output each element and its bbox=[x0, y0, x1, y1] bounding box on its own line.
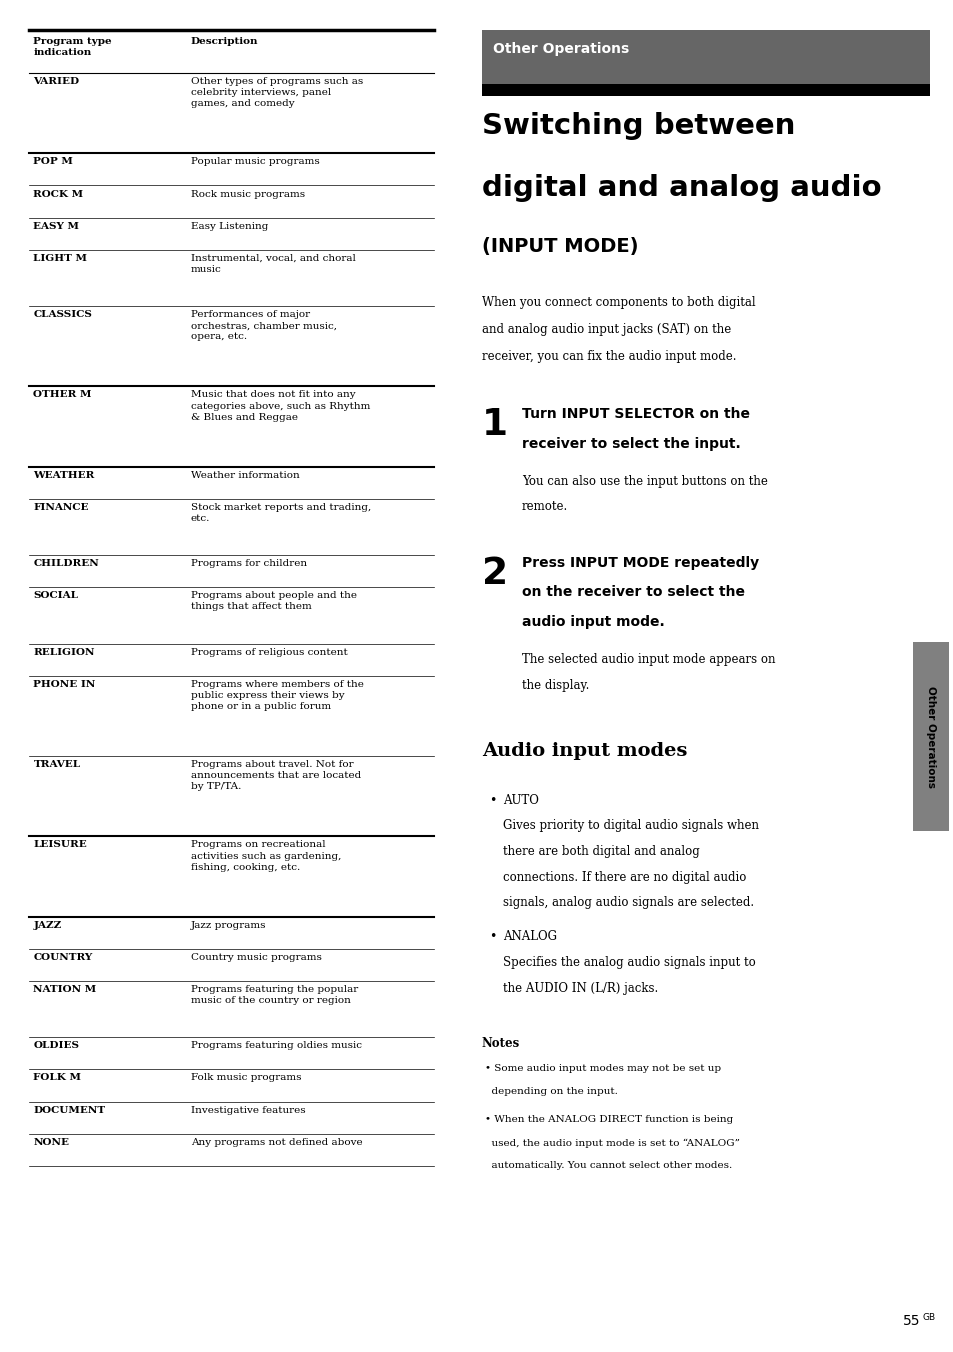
Text: Music that does not fit into any
categories above, such as Rhythm
& Blues and Re: Music that does not fit into any categor… bbox=[191, 391, 370, 422]
Text: ROCK M: ROCK M bbox=[33, 189, 84, 199]
Text: the AUDIO IN (L/R) jacks.: the AUDIO IN (L/R) jacks. bbox=[502, 982, 658, 995]
Text: FINANCE: FINANCE bbox=[33, 503, 89, 512]
Text: Audio input modes: Audio input modes bbox=[481, 742, 686, 760]
Text: RELIGION: RELIGION bbox=[33, 648, 94, 657]
Text: Programs about people and the
things that affect them: Programs about people and the things tha… bbox=[191, 591, 356, 611]
Text: connections. If there are no digital audio: connections. If there are no digital aud… bbox=[502, 871, 745, 884]
Text: Folk music programs: Folk music programs bbox=[191, 1073, 301, 1083]
Text: Programs about travel. Not for
announcements that are located
by TP/TA.: Programs about travel. Not for announcem… bbox=[191, 760, 360, 791]
Text: depending on the input.: depending on the input. bbox=[484, 1087, 617, 1096]
Text: Specifies the analog audio signals input to: Specifies the analog audio signals input… bbox=[502, 956, 755, 969]
Text: Country music programs: Country music programs bbox=[191, 953, 321, 961]
Text: receiver to select the input.: receiver to select the input. bbox=[521, 437, 740, 450]
Text: SOCIAL: SOCIAL bbox=[33, 591, 78, 600]
Text: OLDIES: OLDIES bbox=[33, 1041, 79, 1051]
Text: •: • bbox=[489, 794, 497, 807]
Text: Easy Listening: Easy Listening bbox=[191, 222, 268, 231]
Text: Programs featuring oldies music: Programs featuring oldies music bbox=[191, 1041, 361, 1051]
Text: Switching between: Switching between bbox=[481, 112, 794, 141]
Text: When you connect components to both digital: When you connect components to both digi… bbox=[481, 296, 755, 310]
Text: Rock music programs: Rock music programs bbox=[191, 189, 305, 199]
Text: Programs on recreational
activities such as gardening,
fishing, cooking, etc.: Programs on recreational activities such… bbox=[191, 841, 341, 872]
Text: • Some audio input modes may not be set up: • Some audio input modes may not be set … bbox=[484, 1064, 720, 1073]
Text: Any programs not defined above: Any programs not defined above bbox=[191, 1138, 362, 1146]
Text: Weather information: Weather information bbox=[191, 470, 299, 480]
Text: 2: 2 bbox=[481, 556, 507, 592]
Text: LIGHT M: LIGHT M bbox=[33, 254, 88, 262]
Text: PHONE IN: PHONE IN bbox=[33, 680, 95, 688]
Text: Programs of religious content: Programs of religious content bbox=[191, 648, 347, 657]
Text: audio input mode.: audio input mode. bbox=[521, 615, 664, 629]
Text: Jazz programs: Jazz programs bbox=[191, 921, 266, 930]
Text: • When the ANALOG DIRECT function is being: • When the ANALOG DIRECT function is bei… bbox=[484, 1115, 732, 1125]
Text: on the receiver to select the: on the receiver to select the bbox=[521, 585, 744, 599]
Text: CHILDREN: CHILDREN bbox=[33, 560, 99, 568]
Text: OTHER M: OTHER M bbox=[33, 391, 91, 399]
Text: FOLK M: FOLK M bbox=[33, 1073, 81, 1083]
Text: •: • bbox=[489, 930, 497, 944]
Text: and analog audio input jacks (SAT) on the: and analog audio input jacks (SAT) on th… bbox=[481, 323, 730, 337]
Text: used, the audio input mode is set to “ANALOG”: used, the audio input mode is set to “AN… bbox=[484, 1138, 739, 1148]
Text: EASY M: EASY M bbox=[33, 222, 79, 231]
Text: Investigative features: Investigative features bbox=[191, 1106, 305, 1114]
Text: there are both digital and analog: there are both digital and analog bbox=[502, 845, 699, 859]
Text: ANALOG: ANALOG bbox=[502, 930, 557, 944]
Text: Programs for children: Programs for children bbox=[191, 560, 307, 568]
Text: Other Operations: Other Operations bbox=[925, 685, 935, 788]
Text: DOCUMENT: DOCUMENT bbox=[33, 1106, 106, 1114]
Text: (INPUT MODE): (INPUT MODE) bbox=[481, 237, 638, 256]
Text: Turn INPUT SELECTOR on the: Turn INPUT SELECTOR on the bbox=[521, 407, 749, 420]
Text: Press INPUT MODE repeatedly: Press INPUT MODE repeatedly bbox=[521, 556, 759, 569]
Text: LEISURE: LEISURE bbox=[33, 841, 87, 849]
Text: The selected audio input mode appears on: The selected audio input mode appears on bbox=[521, 653, 775, 667]
Bar bbox=[481, 30, 929, 84]
Text: GB: GB bbox=[922, 1313, 935, 1322]
Text: Program type
indication: Program type indication bbox=[33, 37, 112, 57]
Text: receiver, you can fix the audio input mode.: receiver, you can fix the audio input mo… bbox=[481, 350, 736, 364]
Text: Description: Description bbox=[191, 37, 258, 46]
Text: AUTO: AUTO bbox=[502, 794, 538, 807]
Text: NONE: NONE bbox=[33, 1138, 70, 1146]
Text: Programs featuring the popular
music of the country or region: Programs featuring the popular music of … bbox=[191, 986, 357, 1005]
Text: Gives priority to digital audio signals when: Gives priority to digital audio signals … bbox=[502, 819, 758, 833]
Text: CLASSICS: CLASSICS bbox=[33, 310, 92, 319]
Text: 1: 1 bbox=[481, 407, 507, 443]
Text: digital and analog audio: digital and analog audio bbox=[481, 174, 881, 203]
Text: Other types of programs such as
celebrity interviews, panel
games, and comedy: Other types of programs such as celebrit… bbox=[191, 77, 363, 108]
Text: remote.: remote. bbox=[521, 500, 567, 514]
Text: Programs where members of the
public express their views by
phone or in a public: Programs where members of the public exp… bbox=[191, 680, 363, 711]
Text: Stock market reports and trading,
etc.: Stock market reports and trading, etc. bbox=[191, 503, 371, 523]
Text: automatically. You cannot select other modes.: automatically. You cannot select other m… bbox=[484, 1161, 731, 1171]
Text: the display.: the display. bbox=[521, 679, 589, 692]
Text: POP M: POP M bbox=[33, 157, 73, 166]
Text: VARIED: VARIED bbox=[33, 77, 79, 87]
Text: Instrumental, vocal, and choral
music: Instrumental, vocal, and choral music bbox=[191, 254, 355, 274]
Text: Notes: Notes bbox=[481, 1037, 519, 1051]
Text: TRAVEL: TRAVEL bbox=[33, 760, 80, 769]
Text: NATION M: NATION M bbox=[33, 986, 96, 994]
Text: Other Operations: Other Operations bbox=[493, 42, 629, 55]
Text: COUNTRY: COUNTRY bbox=[33, 953, 92, 961]
Text: JAZZ: JAZZ bbox=[33, 921, 62, 930]
Bar bbox=[481, 84, 929, 96]
Text: You can also use the input buttons on the: You can also use the input buttons on th… bbox=[521, 475, 767, 488]
Text: signals, analog audio signals are selected.: signals, analog audio signals are select… bbox=[502, 896, 753, 910]
Bar bbox=[912, 642, 948, 831]
Text: WEATHER: WEATHER bbox=[33, 470, 94, 480]
Text: 55: 55 bbox=[902, 1314, 920, 1328]
Text: Performances of major
orchestras, chamber music,
opera, etc.: Performances of major orchestras, chambe… bbox=[191, 310, 336, 341]
Text: Popular music programs: Popular music programs bbox=[191, 157, 319, 166]
